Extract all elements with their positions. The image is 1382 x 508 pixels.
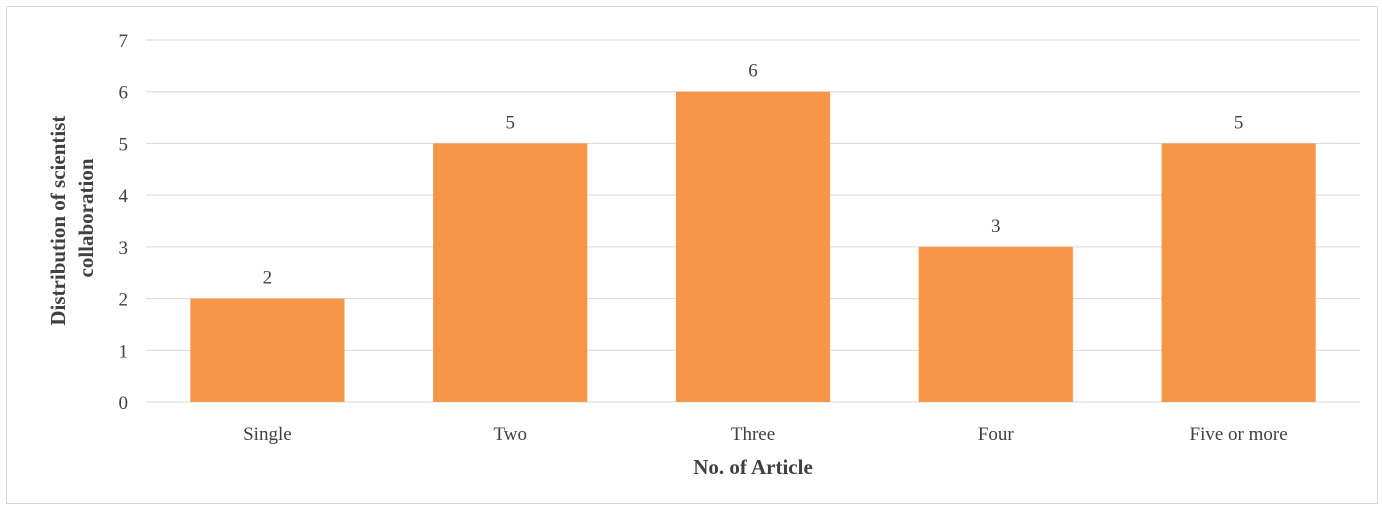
x-axis-title: No. of Article (693, 455, 813, 479)
y-tick-label: 6 (119, 83, 129, 104)
y-tick-label: 5 (119, 134, 129, 155)
y-tick-label: 3 (119, 238, 129, 259)
y-tick-label: 4 (119, 186, 129, 207)
data-label: 2 (263, 268, 273, 289)
y-tick-label: 1 (119, 341, 129, 362)
bars (190, 91, 1316, 402)
x-tick-label: Two (493, 424, 527, 445)
data-label: 6 (748, 61, 758, 82)
y-axis-title: Distribution of scientist collaboration (46, 110, 98, 325)
data-labels: 2 5 6 3 5 (263, 61, 1244, 289)
data-label: 5 (1234, 112, 1244, 133)
bar (918, 246, 1073, 402)
bar (433, 143, 588, 402)
bar (675, 91, 831, 402)
y-axis-title-line-2: collaboration (74, 158, 98, 277)
x-tick-label: Four (978, 424, 1015, 445)
data-label: 3 (991, 216, 1001, 237)
data-label: 5 (505, 112, 515, 133)
y-axis-title-line-1: Distribution of scientist (46, 116, 70, 326)
x-tick-label: Five or more (1190, 424, 1288, 445)
y-tick-label: 2 (119, 290, 129, 311)
x-tick-label: Single (243, 424, 292, 445)
x-tick-label: Three (731, 424, 775, 445)
y-tick-labels: 0 1 2 3 4 5 6 7 (119, 31, 129, 414)
y-tick-label: 0 (119, 393, 129, 414)
y-tick-label: 7 (119, 31, 129, 52)
x-tick-labels: Single Two Three Four Five or more (243, 424, 1288, 445)
bar (1161, 143, 1316, 402)
bar (190, 298, 345, 402)
